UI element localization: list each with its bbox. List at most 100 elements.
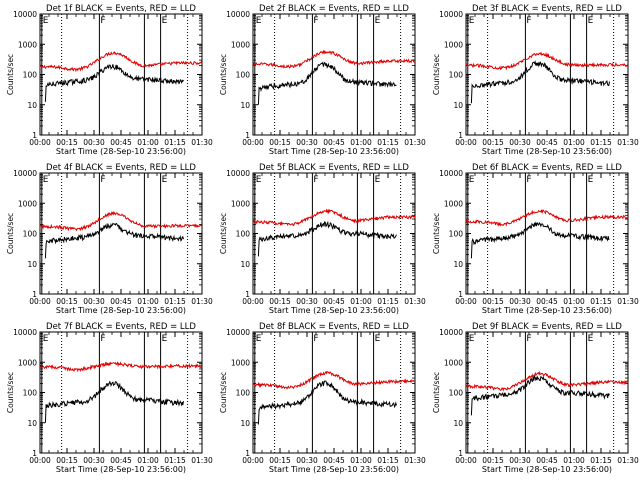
plot-frame (252, 13, 416, 136)
x-tick-label: 01:30 (191, 297, 213, 306)
panel-title: Det 5f BLACK = Events, RED = LLD (259, 163, 409, 173)
x-axis-label: Start Time (28-Sep-10 23:56:00) (269, 306, 399, 315)
marker-label: E (588, 16, 594, 26)
lld-series-line (39, 50, 203, 73)
x-tick-label: 00:00 (29, 297, 51, 306)
y-tick-label: 10 (240, 419, 250, 428)
x-tick-label: 00:15 (482, 456, 504, 465)
y-tick-label: 1000 (444, 358, 463, 367)
x-tick-label: 01:15 (377, 297, 399, 306)
x-tick-label: 00:30 (83, 297, 105, 306)
x-tick-label: 00:30 (296, 138, 318, 147)
x-tick-label: 01:15 (590, 138, 612, 147)
x-tick-label: 00:00 (455, 297, 477, 306)
x-axis-label: Start Time (28-Sep-10 23:56:00) (269, 147, 399, 156)
x-tick-label: 00:00 (242, 456, 264, 465)
x-tick-label: 00:00 (455, 456, 477, 465)
events-series-line (44, 380, 184, 423)
x-tick-label: 00:30 (83, 456, 105, 465)
y-tick-label: 10000 (13, 10, 37, 19)
marker-label: E (469, 16, 475, 26)
x-tick-label: 01:30 (617, 138, 639, 147)
x-tick-label: 01:00 (350, 456, 372, 465)
x-tick-label: 00:45 (536, 138, 558, 147)
y-tick-label: 10000 (439, 169, 463, 178)
y-tick-label: 100 (23, 71, 38, 80)
panel-title: Det 2f BLACK = Events, RED = LLD (259, 4, 409, 14)
x-tick-label: 00:30 (296, 297, 318, 306)
x-tick-label: 01:30 (191, 456, 213, 465)
x-tick-label: 01:15 (164, 297, 186, 306)
lld-series-line (466, 370, 629, 392)
y-tick-label: 100 (236, 389, 251, 398)
x-tick-label: 01:15 (377, 456, 399, 465)
y-tick-label: 1000 (18, 199, 37, 208)
y-axis-label: Counts/sec (6, 372, 15, 413)
panel-det-4: Det 4f BLACK = Events, RED = LLD 1 10 100 10… (6, 163, 213, 315)
y-tick-label: 1 (245, 290, 250, 299)
x-tick-label: 01:15 (377, 138, 399, 147)
x-tick-label: 00:00 (455, 138, 477, 147)
x-tick-label: 01:30 (404, 138, 426, 147)
marker-label: E (162, 16, 168, 26)
panel-det-9: Det 9f BLACK = Events, RED = LLD 1 10 100 10… (432, 322, 639, 474)
y-tick-label: 10 (27, 419, 37, 428)
lld-series-line (252, 370, 416, 390)
lld-series-line (252, 208, 416, 227)
x-axis-label: Start Time (28-Sep-10 23:56:00) (482, 465, 612, 474)
panel-title: Det 4f BLACK = Events, RED = LLD (46, 163, 196, 173)
y-tick-label: 100 (23, 389, 38, 398)
x-tick-label: 00:30 (509, 138, 531, 147)
lld-series-line (465, 51, 629, 71)
x-tick-label: 01:00 (563, 456, 585, 465)
plot-frame (39, 172, 203, 295)
marker-label: F (313, 16, 318, 26)
marker-label: F (313, 334, 318, 344)
y-tick-label: 10000 (226, 328, 250, 337)
events-series-line (470, 221, 610, 259)
x-tick-label: 00:15 (482, 138, 504, 147)
y-tick-label: 1000 (18, 358, 37, 367)
marker-label: F (100, 175, 105, 185)
lld-series-line (465, 209, 629, 227)
x-tick-label: 00:15 (269, 138, 291, 147)
marker-label: E (375, 175, 381, 185)
x-tick-label: 01:00 (563, 138, 585, 147)
y-tick-label: 10 (27, 101, 37, 110)
x-axis-label: Start Time (28-Sep-10 23:56:00) (56, 465, 186, 474)
y-tick-label: 10000 (226, 10, 250, 19)
y-tick-label: 1 (32, 290, 37, 299)
x-tick-label: 00:00 (242, 138, 264, 147)
x-tick-label: 01:30 (404, 297, 426, 306)
marker-label: E (375, 16, 381, 26)
x-tick-label: 01:30 (191, 138, 213, 147)
x-tick-label: 01:00 (137, 138, 159, 147)
marker-label: F (526, 175, 531, 185)
plot-frame (252, 331, 416, 454)
x-tick-label: 00:30 (83, 138, 105, 147)
y-tick-label: 10 (453, 260, 463, 269)
y-tick-label: 10000 (13, 328, 37, 337)
events-series-line (470, 375, 610, 416)
plot-frame (39, 331, 203, 454)
y-axis-label: Counts/sec (6, 213, 15, 254)
plot-frame (39, 13, 203, 136)
panel-det-2: Det 2f BLACK = Events, RED = LLD 1 10 100 10… (219, 4, 426, 156)
marker-label: E (588, 334, 594, 344)
marker-label: F (313, 175, 318, 185)
y-tick-label: 100 (236, 71, 251, 80)
marker-label: F (526, 334, 531, 344)
y-tick-label: 1000 (231, 358, 250, 367)
x-tick-label: 01:30 (617, 456, 639, 465)
panel-title: Det 1f BLACK = Events, RED = LLD (46, 4, 196, 14)
marker-label: E (162, 175, 168, 185)
events-series-line (257, 220, 397, 257)
x-tick-label: 00:45 (323, 297, 345, 306)
x-tick-label: 01:00 (137, 456, 159, 465)
x-tick-label: 00:15 (482, 297, 504, 306)
x-tick-label: 00:15 (56, 297, 78, 306)
marker-label: E (43, 334, 49, 344)
y-tick-label: 10 (240, 101, 250, 110)
x-axis-label: Start Time (28-Sep-10 23:56:00) (482, 147, 612, 156)
